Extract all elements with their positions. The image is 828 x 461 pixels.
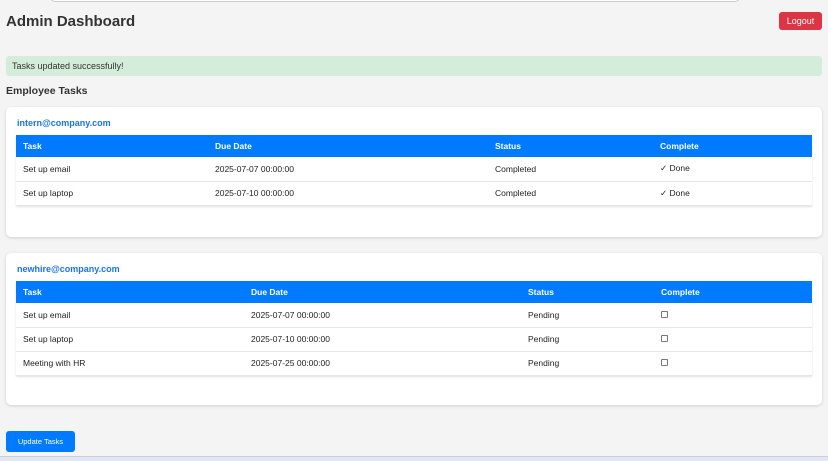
employee-email[interactable]: intern@company.com — [17, 118, 111, 128]
task-table: Task Due Date Status Complete Set up ema… — [16, 135, 812, 206]
col-status: Status — [488, 135, 653, 157]
status: Pending — [521, 351, 654, 376]
complete-checkbox[interactable] — [661, 359, 668, 366]
done-label: ✓ Done — [653, 157, 812, 182]
due-date: 2025-07-25 00:00:00 — [244, 351, 521, 376]
due-date: 2025-07-10 00:00:00 — [208, 181, 488, 206]
due-date: 2025-07-07 00:00:00 — [208, 157, 488, 182]
task-name: Set up laptop — [16, 181, 208, 206]
section-title: Employee Tasks — [6, 85, 88, 97]
taskbar — [0, 456, 828, 461]
table-row: Set up laptop 2025-07-10 00:00:00 Pendin… — [16, 327, 812, 352]
employee-card: intern@company.com Task Due Date Status … — [6, 107, 822, 237]
status: Pending — [521, 303, 654, 328]
due-date: 2025-07-10 00:00:00 — [244, 327, 521, 352]
status: Pending — [521, 327, 654, 352]
table-row: Set up laptop 2025-07-10 00:00:00 Comple… — [16, 181, 812, 206]
table-row: Set up email 2025-07-07 00:00:00 Complet… — [16, 157, 812, 182]
col-due-date: Due Date — [244, 281, 521, 303]
col-due-date: Due Date — [208, 135, 488, 157]
success-alert: Tasks updated successfully! — [6, 56, 822, 76]
logout-button[interactable]: Logout — [779, 12, 822, 30]
complete-checkbox[interactable] — [661, 335, 668, 342]
col-task: Task — [16, 135, 208, 157]
page-title: Admin Dashboard — [6, 13, 136, 30]
employee-email[interactable]: newhire@company.com — [17, 264, 120, 274]
col-complete: Complete — [653, 135, 812, 157]
update-tasks-button[interactable]: Update Tasks — [6, 431, 75, 452]
address-bar[interactable] — [50, 0, 740, 2]
task-table: Task Due Date Status Complete Set up ema… — [16, 281, 812, 376]
task-name: Set up email — [16, 303, 244, 328]
col-task: Task — [16, 281, 244, 303]
task-name: Set up laptop — [16, 327, 244, 352]
col-status: Status — [521, 281, 654, 303]
table-row: Set up email 2025-07-07 00:00:00 Pending — [16, 303, 812, 328]
complete-checkbox[interactable] — [661, 310, 668, 318]
status: Completed — [488, 181, 653, 206]
due-date: 2025-07-07 00:00:00 — [244, 303, 521, 328]
status: Completed — [488, 157, 653, 182]
table-row: Meeting with HR 2025-07-25 00:00:00 Pend… — [16, 351, 812, 376]
done-label: ✓ Done — [653, 181, 812, 206]
task-name: Meeting with HR — [16, 351, 244, 376]
task-name: Set up email — [16, 157, 208, 182]
col-complete: Complete — [654, 281, 812, 303]
employee-card: newhire@company.com Task Due Date Status… — [6, 253, 822, 405]
